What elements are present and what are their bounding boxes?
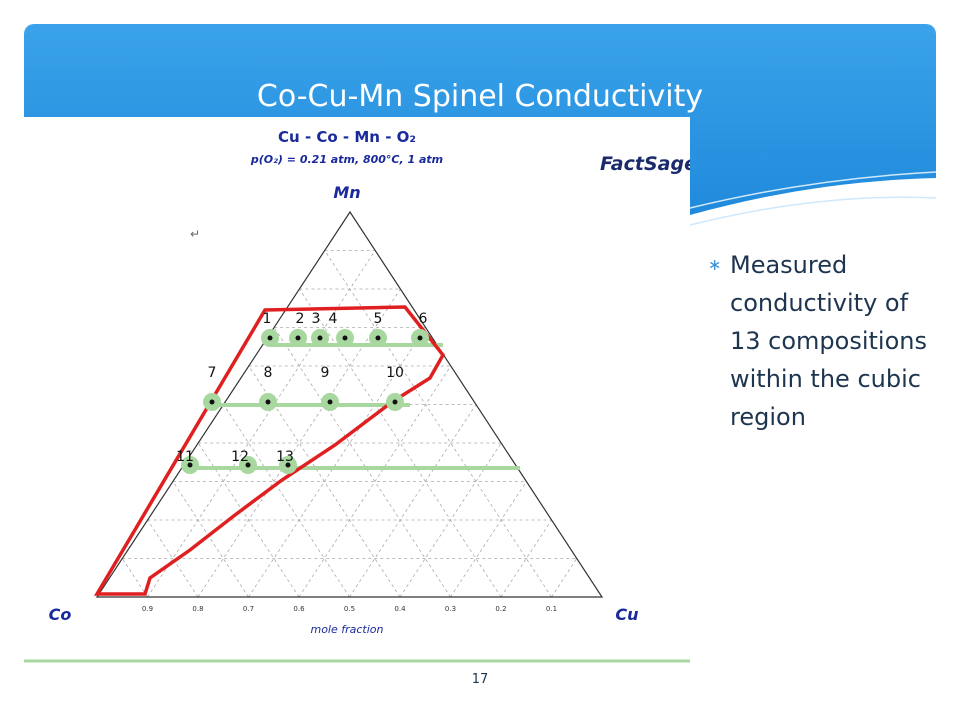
tick-label: 0.1 xyxy=(546,605,557,613)
point-label: 11 xyxy=(176,449,194,465)
tick-label: 0.7 xyxy=(243,605,254,613)
point xyxy=(375,335,381,341)
vertex-label: Cu xyxy=(615,605,638,624)
point-label: 10 xyxy=(386,365,404,381)
point-label: 4 xyxy=(329,311,338,327)
point xyxy=(265,399,271,405)
point-label: 5 xyxy=(374,311,383,327)
grid-line xyxy=(551,558,578,598)
grid-line xyxy=(121,558,148,598)
point xyxy=(285,462,291,468)
slide-title: Co-Cu-Mn Spinel Conductivity xyxy=(257,79,703,114)
grid-line xyxy=(172,481,249,598)
grid-line xyxy=(450,481,527,598)
point xyxy=(209,399,215,405)
point-label: 2 xyxy=(296,311,305,327)
point xyxy=(295,335,301,341)
bullet: Measured conductivity of 13 compositions… xyxy=(708,246,930,436)
tick-label: 0.4 xyxy=(394,605,406,613)
point-label: 7 xyxy=(208,365,217,381)
point-label: 9 xyxy=(321,365,330,381)
grid-line xyxy=(349,404,477,598)
point-label: 1 xyxy=(263,311,272,327)
swoosh xyxy=(690,178,936,254)
tick-label: 0.5 xyxy=(344,605,355,613)
logo: FactSage xyxy=(600,153,697,175)
page-number: 17 xyxy=(472,672,489,687)
figure-bg xyxy=(24,117,690,660)
point xyxy=(267,335,273,341)
swoosh-line xyxy=(689,196,937,226)
grid-line xyxy=(197,442,300,598)
figure: Cu - Co - Mn - O₂ p(O₂) = 0.21 atm, 800°… xyxy=(24,117,697,660)
vertex-label: Mn xyxy=(333,183,360,202)
grid-line xyxy=(298,365,452,598)
point-label: 3 xyxy=(312,311,321,327)
point xyxy=(317,335,323,341)
tick-label: 0.3 xyxy=(445,605,456,613)
tick-label: 0.9 xyxy=(142,605,153,613)
grid-line xyxy=(197,288,401,598)
point xyxy=(187,462,193,468)
point-label: 12 xyxy=(231,449,249,465)
swoosh-line xyxy=(689,171,937,209)
point-label: 13 xyxy=(276,449,294,465)
grid-line xyxy=(299,288,502,598)
return-mark: ↵ xyxy=(190,227,200,241)
point xyxy=(245,462,251,468)
tick-label: 0.2 xyxy=(495,605,506,613)
figure-conditions: p(O₂) = 0.21 atm, 800°C, 1 atm xyxy=(250,153,443,166)
tick-label: 0.6 xyxy=(293,605,305,613)
figure-title: Cu - Co - Mn - O₂ xyxy=(278,128,416,146)
point xyxy=(342,335,348,341)
point xyxy=(417,335,423,341)
point xyxy=(327,399,333,405)
grid-line xyxy=(399,442,502,598)
point-label: 6 xyxy=(419,311,428,327)
tick-label: 0.8 xyxy=(192,605,203,613)
grid-line xyxy=(223,404,350,598)
vertex-label: Co xyxy=(49,605,72,624)
axis-label: mole fraction xyxy=(310,623,383,636)
point xyxy=(392,399,398,405)
cubic-region xyxy=(93,305,446,596)
point-label: 8 xyxy=(264,365,273,381)
